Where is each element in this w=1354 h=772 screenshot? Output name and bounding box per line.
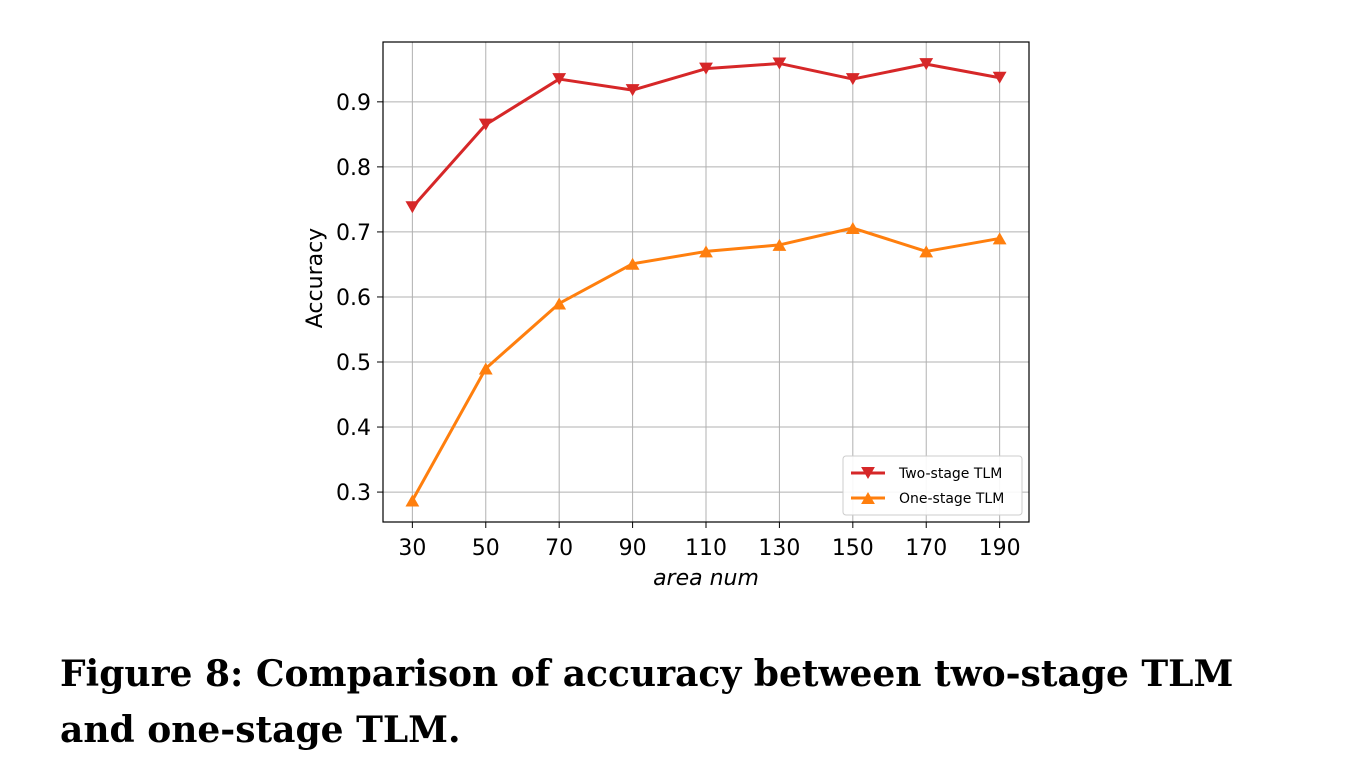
series-0 <box>405 57 1007 214</box>
accuracy-chart: 30 50 70 90 110 130 150 170 190 0.3 0.4 0.5 0.6 0.7 0.… <box>303 41 1030 591</box>
data-point <box>552 297 567 310</box>
legend-marker <box>861 467 875 479</box>
series-1 <box>405 222 1007 507</box>
data-point <box>552 73 567 86</box>
legend-box <box>842 455 1023 516</box>
x-tick-label: 150 <box>832 536 874 561</box>
legend-items: Two-stage TLM One-stage TLM <box>851 466 1004 507</box>
data-point <box>625 257 640 270</box>
y-tick-label: 0.8 <box>336 156 371 181</box>
x-tick-label: 110 <box>685 536 727 561</box>
x-tick-label: 70 <box>545 536 573 561</box>
data-point <box>625 84 640 97</box>
data-point <box>405 201 420 214</box>
y-tick-label: 0.7 <box>336 221 371 246</box>
data-point <box>919 58 934 71</box>
data-point <box>992 232 1007 245</box>
y-tick-label: 0.3 <box>336 481 371 506</box>
legend-label: One-stage TLM <box>899 491 1004 507</box>
x-tick-label: 170 <box>905 536 947 561</box>
y-tick-label: 0.6 <box>336 286 371 311</box>
legend-label: Two-stage TLM <box>898 466 1002 482</box>
y-tick-label: 0.9 <box>336 91 371 116</box>
grid-lines <box>383 42 1029 522</box>
x-tick-label: 130 <box>758 536 800 561</box>
data-point <box>699 62 713 75</box>
y-tick-label: 0.5 <box>336 351 371 376</box>
data-point <box>845 222 860 235</box>
legend-item: One-stage TLM <box>851 491 1004 507</box>
x-axis-title: area num <box>653 566 759 591</box>
y-axis-title: Accuracy <box>303 228 328 328</box>
x-tick-label: 90 <box>619 536 647 561</box>
data-point <box>772 238 787 251</box>
tick-labels: 30 50 70 90 110 130 150 170 190 0.3 0.4 0.5 0.6 0.7 0.… <box>336 91 1021 561</box>
y-tick-label: 0.4 <box>336 416 371 441</box>
x-tick-label: 50 <box>472 536 500 561</box>
data-point <box>992 71 1007 84</box>
data-point <box>845 73 860 86</box>
series-layer <box>405 57 1007 507</box>
data-point <box>699 245 713 258</box>
legend-item: Two-stage TLM <box>851 466 1002 482</box>
legend-marker <box>861 492 875 504</box>
data-point <box>478 362 493 375</box>
data-point <box>405 494 420 507</box>
x-tick-label: 30 <box>398 536 426 561</box>
data-point <box>478 118 493 131</box>
legend: Two-stage TLM One-stage TLM <box>842 455 1023 516</box>
x-tick-label: 190 <box>979 536 1021 561</box>
data-point <box>919 245 934 258</box>
figure-caption: Figure 8: Comparison of accuracy between… <box>60 653 1234 751</box>
data-point <box>772 57 787 70</box>
